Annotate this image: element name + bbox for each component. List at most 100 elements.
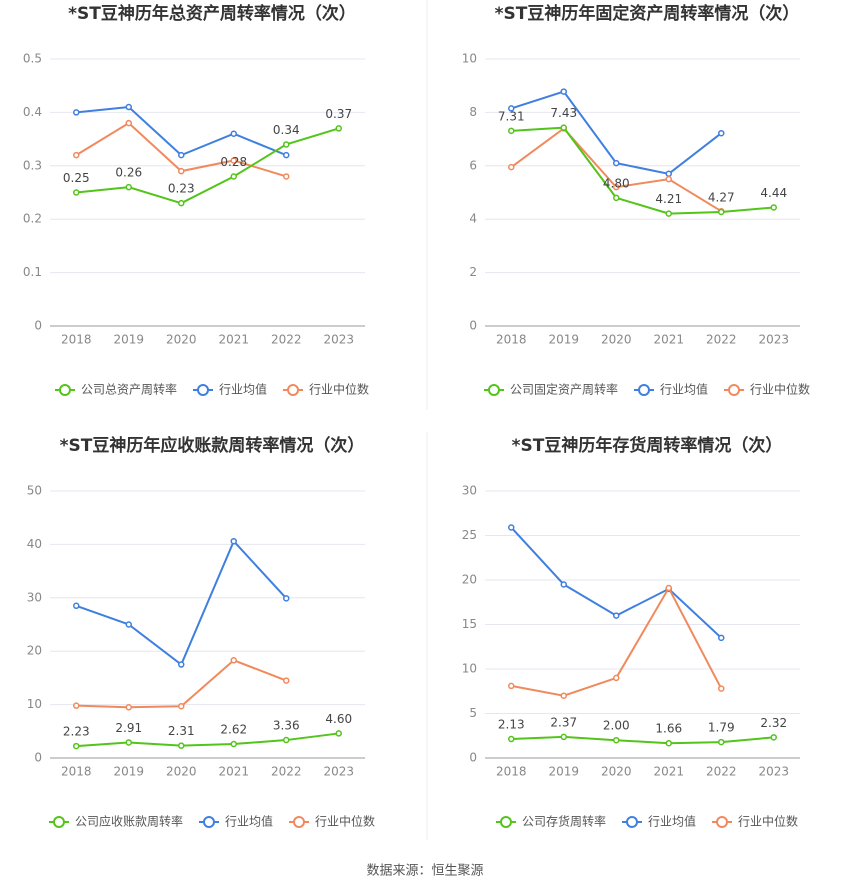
data-label: 1.66	[655, 722, 682, 736]
data-point	[665, 210, 672, 217]
y-tick-label: 8	[469, 105, 477, 119]
legend-marker	[499, 816, 512, 828]
data-label: 2.00	[603, 719, 630, 733]
y-tick-label: 0	[34, 751, 42, 765]
data-point	[665, 170, 672, 178]
data-point	[770, 204, 777, 211]
data-point	[508, 524, 515, 531]
x-tick-label: 2023	[758, 333, 789, 347]
data-point	[178, 199, 185, 207]
data-point	[178, 702, 185, 710]
x-tick-label: 2019	[113, 333, 144, 347]
data-label: 0.28	[220, 155, 247, 169]
data-point	[178, 167, 185, 175]
source: 数据来源：恒生聚源	[366, 864, 483, 879]
data-point	[508, 163, 515, 171]
data-label: 2.23	[63, 725, 90, 739]
data-point	[508, 127, 515, 135]
y-tick-label: 0.5	[23, 52, 42, 66]
data-label: 3.36	[273, 719, 300, 733]
data-point	[73, 702, 80, 709]
y-tick-label: 0	[469, 319, 477, 333]
data-label: 4.60	[325, 712, 352, 726]
legend-marker	[58, 384, 71, 396]
y-tick-label: 10	[27, 697, 42, 711]
series-line	[76, 732, 339, 748]
data-point	[73, 109, 80, 116]
legend-marker	[625, 816, 638, 828]
y-tick-label: 20	[27, 644, 42, 658]
chart-title: *ST豆神历年应收账款周转率情况（次）	[60, 435, 365, 456]
data-point	[665, 175, 672, 183]
y-tick-label: 25	[462, 528, 477, 542]
x-tick-label: 2021	[653, 333, 684, 347]
series-line	[76, 127, 340, 205]
y-tick-label: 0.1	[23, 265, 42, 279]
data-label: 0.34	[273, 123, 300, 137]
data-point	[560, 581, 567, 588]
x-tick-label: 2023	[323, 333, 354, 347]
x-tick-label: 2020	[601, 333, 632, 347]
data-point	[508, 735, 515, 743]
data-point	[125, 739, 132, 746]
legend-marker	[728, 384, 741, 396]
data-point	[560, 124, 567, 131]
x-tick-label: 2020	[601, 765, 632, 779]
data-point	[125, 119, 132, 127]
x-tick-label: 2018	[496, 333, 527, 347]
data-point	[560, 88, 567, 95]
data-point	[665, 739, 672, 747]
data-point	[718, 208, 725, 216]
y-tick-label: 4	[469, 212, 477, 226]
x-tick-label: 2019	[548, 333, 579, 347]
y-tick-label: 10	[462, 52, 477, 66]
data-label: 0.26	[115, 166, 142, 180]
y-tick-label: 0	[34, 319, 42, 333]
data-label: 4.21	[655, 192, 682, 206]
data-label: 4.27	[708, 190, 735, 204]
legend-marker	[196, 384, 209, 396]
data-point	[613, 736, 620, 744]
data-label: 2.32	[760, 716, 787, 730]
legend-marker	[287, 384, 300, 396]
data-label: 4.44	[760, 186, 787, 200]
chart-title: *ST豆神历年存货周转率情况（次）	[512, 435, 783, 456]
data-point	[178, 742, 185, 749]
series-line	[511, 126, 774, 215]
x-tick-label: 2022	[706, 333, 737, 347]
data-point	[283, 677, 290, 684]
data-point	[230, 173, 237, 180]
data-point	[178, 151, 185, 159]
data-label: 2.31	[168, 724, 195, 738]
data-point	[230, 740, 237, 748]
y-tick-label: 0.2	[23, 212, 42, 226]
x-tick-label: 2019	[548, 765, 579, 779]
data-point	[613, 159, 620, 167]
legend-marker	[202, 816, 215, 828]
data-point	[508, 682, 515, 690]
y-tick-label: 50	[27, 484, 42, 498]
y-tick-label: 0.4	[23, 105, 42, 119]
legend-marker	[293, 816, 306, 828]
data-point	[125, 704, 132, 711]
x-tick-label: 2023	[758, 765, 789, 779]
data-point	[125, 621, 132, 628]
series-line	[510, 526, 722, 639]
legend-marker	[52, 816, 65, 828]
y-tick-label: 15	[462, 617, 477, 631]
chart-title: *ST豆神历年总资产周转率情况（次）	[68, 3, 356, 24]
data-label: 2.62	[220, 723, 247, 737]
data-point	[770, 734, 777, 741]
data-point	[230, 657, 237, 664]
y-tick-label: 5	[469, 706, 477, 720]
y-tick-label: 6	[469, 158, 477, 172]
y-tick-label: 20	[462, 573, 477, 587]
legend-label: 行业中位数	[309, 382, 369, 397]
data-label: 2.13	[498, 718, 525, 732]
y-tick-label: 10	[462, 662, 477, 676]
series-line	[76, 106, 287, 157]
data-label: 7.31	[498, 109, 525, 123]
x-tick-label: 2020	[166, 333, 197, 347]
data-point	[508, 105, 515, 112]
